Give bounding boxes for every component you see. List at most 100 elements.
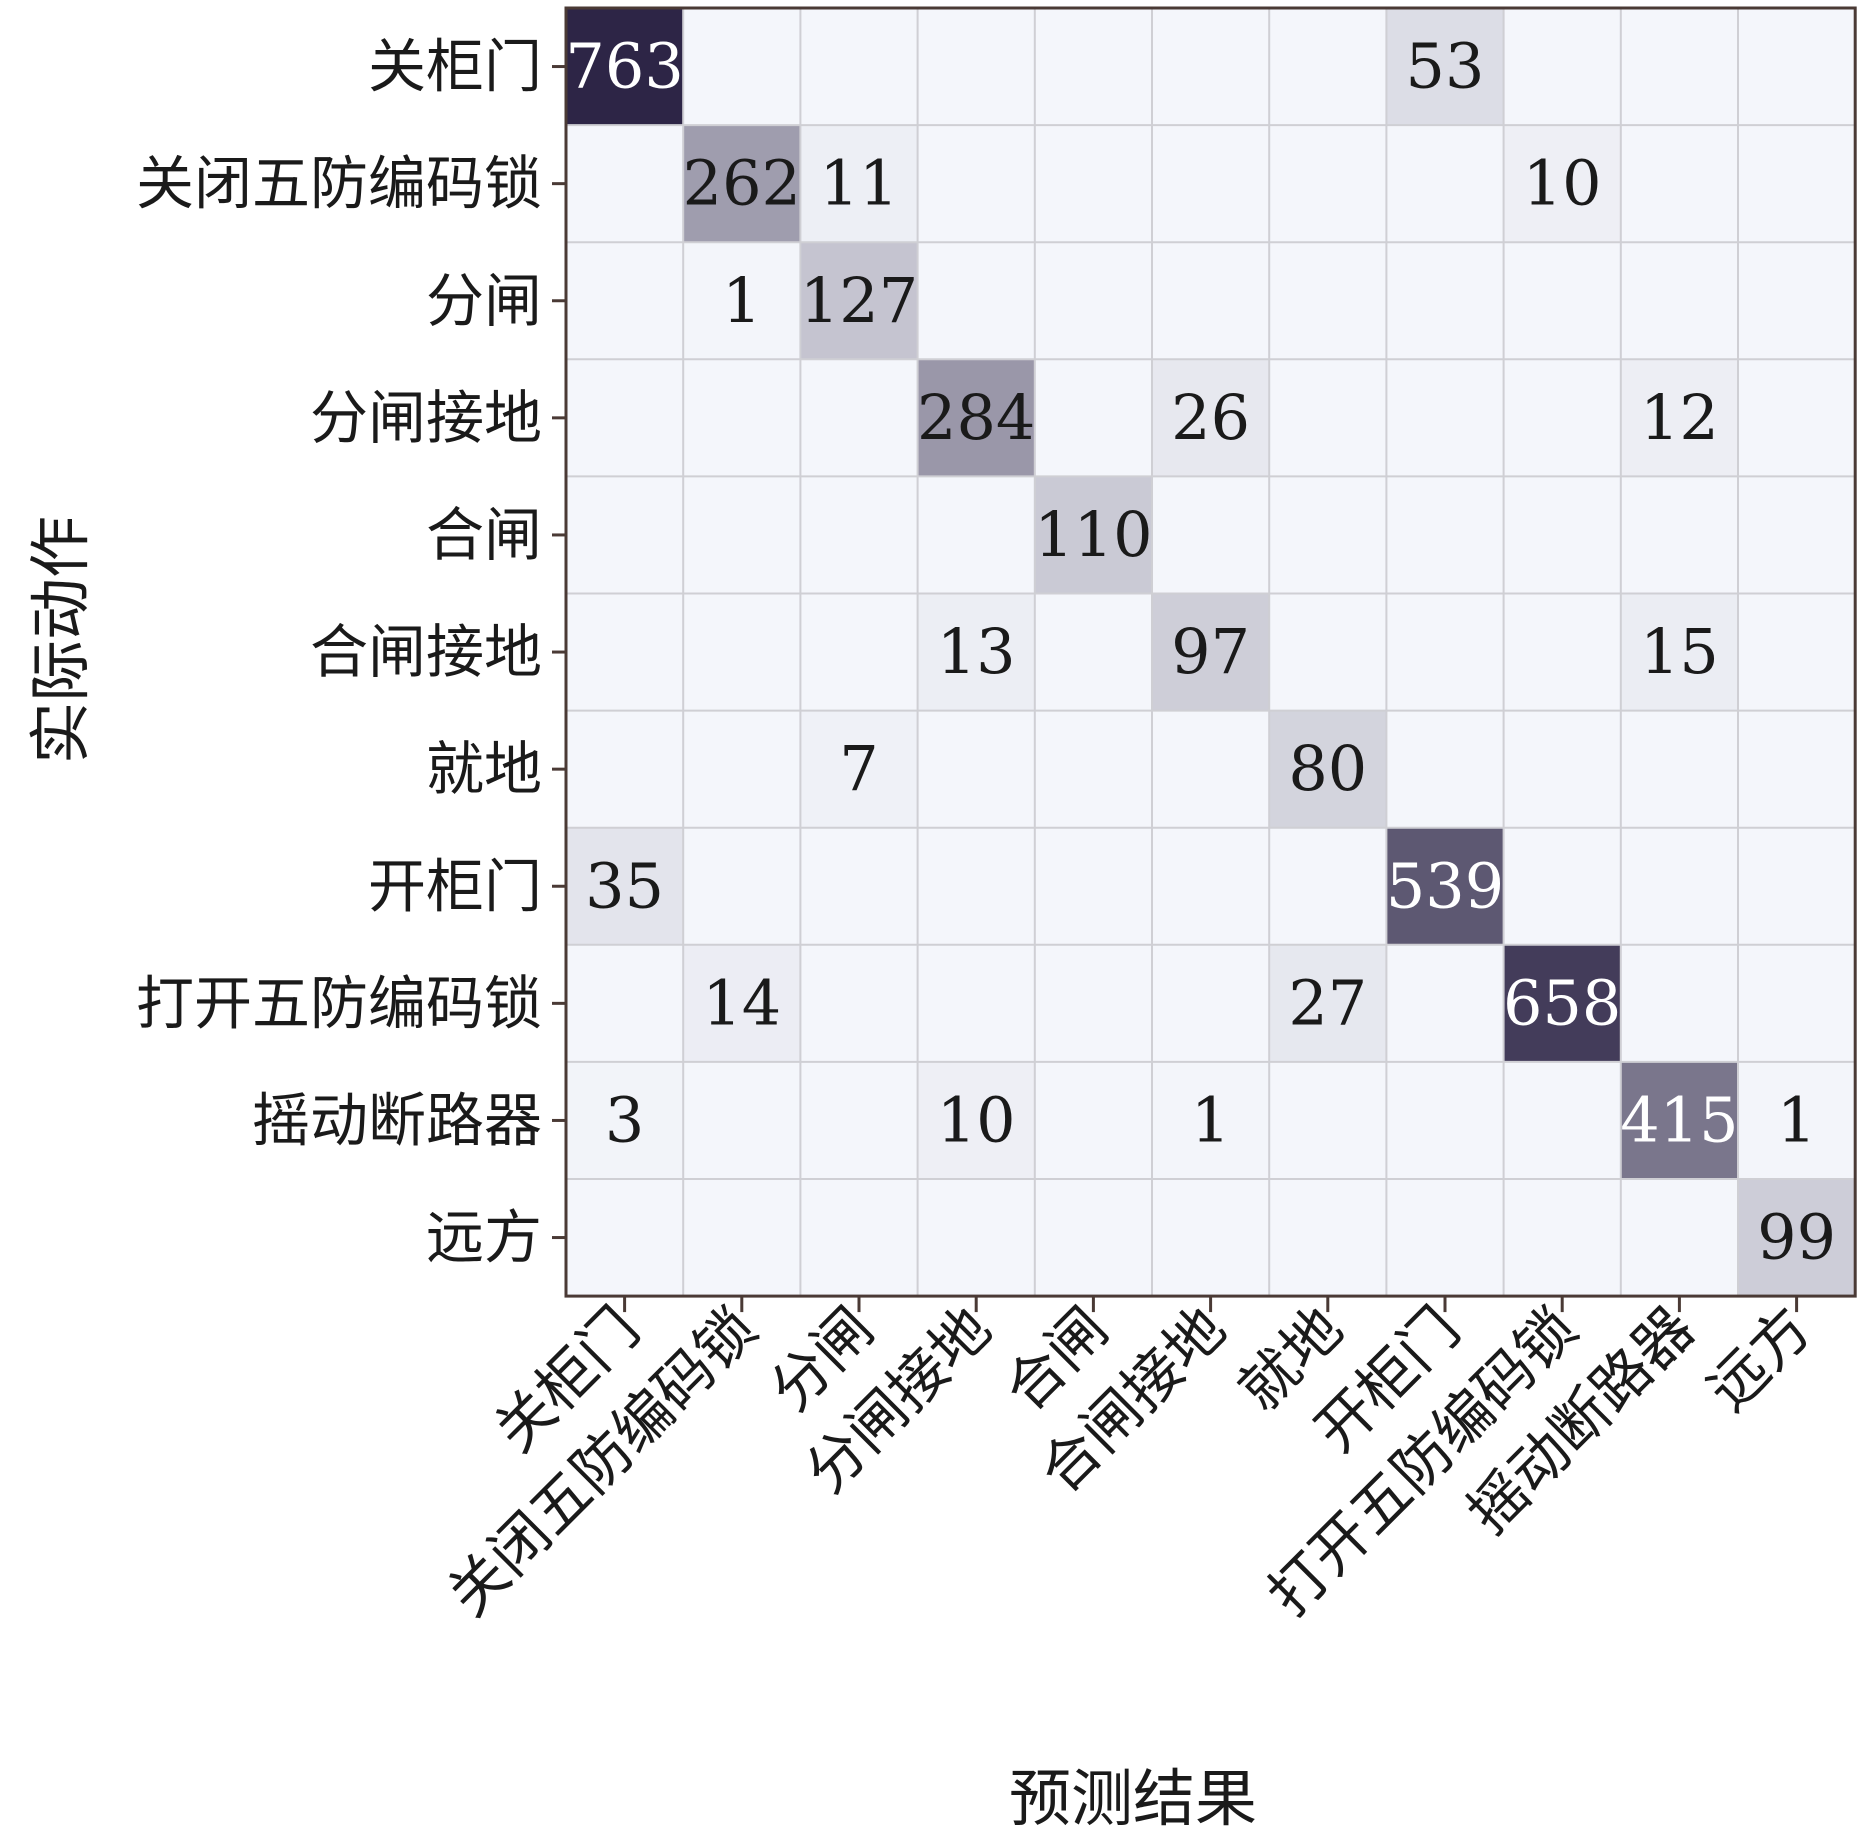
heatmap-cell bbox=[1034, 1061, 1152, 1179]
cell-value-label: 10 bbox=[1523, 147, 1602, 220]
cell-value-label: 12 bbox=[1640, 381, 1719, 454]
heatmap-cell bbox=[683, 8, 801, 126]
y-tick-label: 分闸 bbox=[426, 267, 542, 335]
y-tick-label: 合闸接地 bbox=[310, 618, 542, 686]
heatmap-cell bbox=[1738, 476, 1856, 594]
heatmap-cell bbox=[1738, 359, 1856, 477]
heatmap-cell bbox=[1503, 125, 1621, 243]
x-axis-ticks: 关柜门关闭五防编码锁分闸分闸接地合闸合闸接地就地开柜门打开五防编码锁摇动断路器远… bbox=[435, 1294, 1825, 1629]
heatmap-cell bbox=[1152, 593, 1270, 711]
heatmap-cell bbox=[1620, 242, 1738, 360]
heatmap-cell bbox=[1503, 1179, 1621, 1297]
heatmap-cell bbox=[1620, 1179, 1738, 1297]
heatmap-cell bbox=[1738, 827, 1856, 945]
heatmap-cell bbox=[800, 359, 918, 477]
heatmap-cell bbox=[1386, 710, 1504, 828]
heatmap-cell bbox=[566, 710, 684, 828]
cell-value-label: 11 bbox=[820, 147, 899, 220]
cell-value-label: 13 bbox=[937, 615, 1016, 688]
heatmap-cell bbox=[917, 476, 1035, 594]
heatmap-cell bbox=[1269, 944, 1387, 1062]
heatmap-cell bbox=[1386, 476, 1504, 594]
cell-value-label: 284 bbox=[917, 381, 1035, 454]
heatmap-cell bbox=[683, 1061, 801, 1179]
heatmap-cell bbox=[1269, 242, 1387, 360]
cell-value-label: 1 bbox=[722, 264, 761, 337]
heatmap-cell bbox=[1620, 710, 1738, 828]
heatmap-cell bbox=[1503, 242, 1621, 360]
cell-value-label: 26 bbox=[1171, 381, 1250, 454]
heatmap-cell bbox=[1386, 8, 1504, 126]
heatmap-cell bbox=[566, 125, 684, 243]
heatmap-cell bbox=[800, 827, 918, 945]
heatmap-cell bbox=[917, 8, 1035, 126]
cell-value-label: 3 bbox=[605, 1083, 644, 1156]
heatmap-cell bbox=[917, 827, 1035, 945]
heatmap-cell bbox=[917, 125, 1035, 243]
heatmap-cell bbox=[566, 827, 684, 945]
heatmap-cell bbox=[1269, 359, 1387, 477]
heatmap-cell bbox=[566, 476, 684, 594]
heatmap-cell bbox=[1269, 125, 1387, 243]
heatmap-cell bbox=[1034, 359, 1152, 477]
heatmap-cell bbox=[800, 125, 918, 243]
heatmap-cell bbox=[683, 593, 801, 711]
heatmap-cell bbox=[1152, 827, 1270, 945]
y-tick-label: 关闭五防编码锁 bbox=[136, 150, 542, 218]
heatmap-cell bbox=[566, 242, 684, 360]
heatmap-cell bbox=[683, 242, 801, 360]
cell-value-label: 658 bbox=[1503, 966, 1621, 1039]
heatmap-cell bbox=[1620, 1061, 1738, 1179]
heatmap-cell bbox=[800, 944, 918, 1062]
heatmap-cell bbox=[917, 359, 1035, 477]
y-tick-label: 分闸接地 bbox=[310, 384, 542, 452]
heatmap-cell bbox=[917, 1061, 1035, 1179]
heatmap-cell bbox=[1269, 710, 1387, 828]
heatmap-cell bbox=[683, 476, 801, 594]
cell-value-label: 1 bbox=[1777, 1083, 1816, 1156]
heatmap-cell bbox=[917, 242, 1035, 360]
cell-value-label: 14 bbox=[702, 966, 781, 1039]
heatmap-cell bbox=[1034, 593, 1152, 711]
heatmap-cell bbox=[1269, 827, 1387, 945]
heatmap-cell bbox=[683, 944, 801, 1062]
heatmap-cell bbox=[800, 593, 918, 711]
heatmap-cell bbox=[1386, 944, 1504, 1062]
cell-value-label: 35 bbox=[585, 849, 664, 922]
heatmap-cell bbox=[917, 944, 1035, 1062]
heatmap-cell bbox=[1503, 8, 1621, 126]
heatmap-cell bbox=[1152, 1179, 1270, 1297]
heatmap-cell bbox=[1269, 1179, 1387, 1297]
heatmap-cell bbox=[1620, 476, 1738, 594]
cell-value-label: 1 bbox=[1191, 1083, 1230, 1156]
heatmap-cell bbox=[917, 710, 1035, 828]
heatmap-cell bbox=[1269, 8, 1387, 126]
heatmap-cell bbox=[1738, 242, 1856, 360]
heatmap-cell bbox=[1503, 359, 1621, 477]
y-tick-label: 开柜门 bbox=[368, 852, 542, 920]
heatmap-cell bbox=[917, 1179, 1035, 1297]
heatmap-cell bbox=[1503, 944, 1621, 1062]
y-tick-label: 关柜门 bbox=[368, 33, 542, 101]
heatmap-cell bbox=[1386, 359, 1504, 477]
heatmap-cell bbox=[800, 242, 918, 360]
heatmap-cell bbox=[1738, 710, 1856, 828]
heatmap-cell bbox=[1738, 8, 1856, 126]
heatmap-cell bbox=[1034, 242, 1152, 360]
heatmap-cell bbox=[1386, 1179, 1504, 1297]
cell-value-label: 15 bbox=[1640, 615, 1719, 688]
heatmap-cell bbox=[566, 944, 684, 1062]
x-axis-title: 预测结果 bbox=[1009, 1762, 1257, 1835]
heatmap-cell bbox=[566, 8, 684, 126]
heatmap-cell bbox=[566, 359, 684, 477]
heatmap-cell bbox=[1738, 944, 1856, 1062]
heatmap-cell bbox=[1152, 476, 1270, 594]
heatmap-cell bbox=[1152, 710, 1270, 828]
y-axis-title: 实际动作 bbox=[24, 516, 97, 764]
y-tick-label: 远方 bbox=[426, 1204, 542, 1272]
heatmap-cell bbox=[1034, 710, 1152, 828]
heatmap-cell bbox=[1386, 242, 1504, 360]
heatmap-cell bbox=[1269, 593, 1387, 711]
